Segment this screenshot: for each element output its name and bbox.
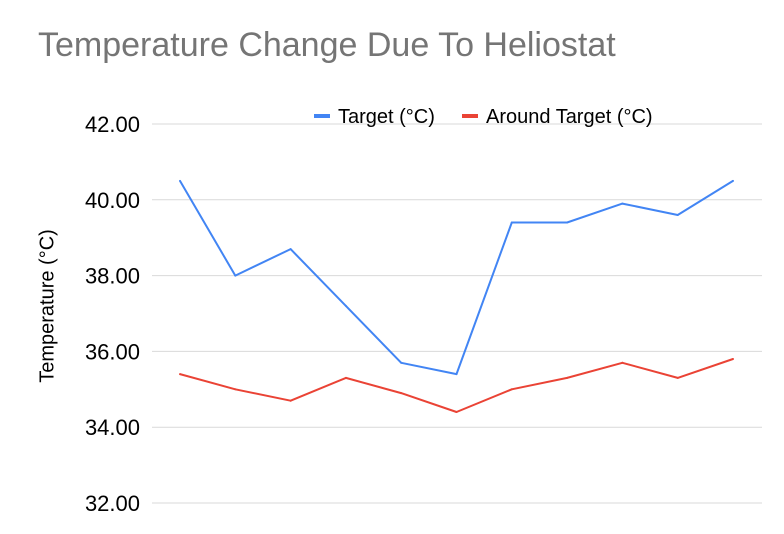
data-point bbox=[676, 214, 679, 216]
data-point bbox=[234, 388, 237, 391]
data-point bbox=[732, 358, 734, 360]
data-point bbox=[289, 399, 292, 402]
data-point bbox=[510, 221, 513, 224]
y-tick-label: 38.00 bbox=[85, 264, 140, 289]
chart-title: Temperature Change Due To Heliostat bbox=[38, 26, 616, 64]
data-point bbox=[289, 248, 292, 251]
data-point bbox=[455, 411, 458, 413]
y-tick-label: 32.00 bbox=[85, 491, 140, 516]
y-tick-label: 42.00 bbox=[85, 112, 140, 137]
data-point bbox=[676, 376, 679, 379]
legend-label-target: Target (°C) bbox=[338, 106, 435, 128]
y-tick-label: 40.00 bbox=[85, 188, 140, 213]
data-point bbox=[400, 361, 403, 364]
data-point bbox=[566, 221, 569, 224]
data-point bbox=[344, 304, 347, 307]
data-point bbox=[621, 202, 624, 205]
data-point bbox=[621, 361, 624, 364]
data-point bbox=[344, 376, 347, 379]
series-line-target bbox=[179, 180, 734, 376]
legend-swatch-target bbox=[314, 114, 330, 118]
data-point bbox=[566, 376, 569, 379]
y-tick-label: 36.00 bbox=[85, 339, 140, 364]
series-line-around-target bbox=[179, 358, 734, 413]
data-point bbox=[510, 388, 513, 391]
data-point bbox=[455, 373, 458, 376]
data-point bbox=[732, 179, 734, 182]
legend-label-around-target: Around Target (°C) bbox=[486, 106, 653, 128]
data-point bbox=[179, 373, 181, 376]
legend-swatch-around-target bbox=[462, 114, 478, 118]
data-point bbox=[400, 392, 403, 395]
data-point bbox=[234, 274, 237, 277]
y-tick-label: 34.00 bbox=[85, 415, 140, 440]
data-point bbox=[179, 179, 181, 182]
